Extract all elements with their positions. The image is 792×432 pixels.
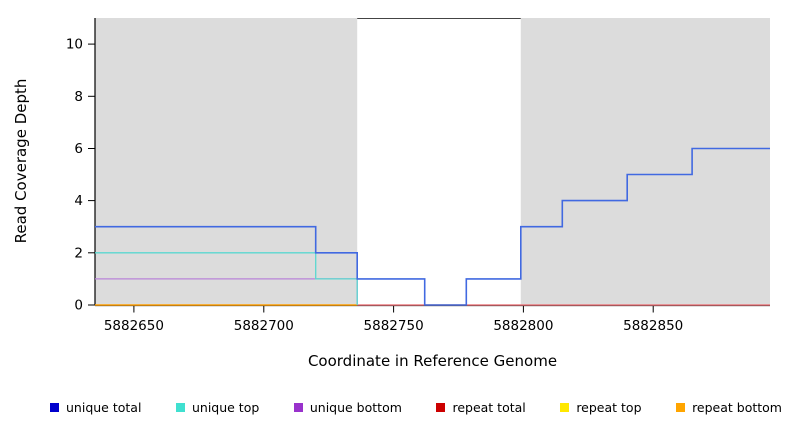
legend-item-unique-bottom: unique bottom	[293, 400, 402, 415]
series-unique-total	[95, 147, 770, 306]
legend-swatch-repeat-total-icon	[436, 403, 446, 412]
masked-region-0	[95, 18, 358, 305]
coverage-series	[95, 147, 770, 306]
legend-label-repeat-total: repeat total	[452, 400, 526, 415]
legend-item-repeat-total: repeat total	[436, 400, 526, 415]
y-tick-label: 8	[74, 89, 83, 105]
legend-item-unique-total: unique total	[50, 400, 141, 415]
x-tick-label: 5882650	[104, 318, 164, 334]
x-tick-label: 5882750	[364, 318, 424, 334]
y-tick-label: 4	[74, 193, 83, 209]
legend-swatch-unique-total-icon	[50, 403, 59, 412]
masked-regions	[95, 18, 770, 305]
x-axis-title: Coordinate in Reference Genome	[307, 352, 558, 370]
legend-label-unique-total: unique total	[66, 400, 142, 415]
x-tick-label: 5882700	[234, 318, 294, 334]
x-tick-label: 5882800	[493, 318, 553, 334]
x-tick-label: 5882850	[623, 318, 683, 334]
legend: unique total unique top unique bottom re…	[50, 400, 782, 415]
legend-swatch-repeat-bottom-icon	[676, 403, 686, 412]
masked-region-1	[520, 18, 770, 305]
legend-label-repeat-top: repeat top	[576, 400, 642, 415]
y-axis-title: Read Coverage Depth	[12, 78, 30, 244]
y-tick-label: 0	[74, 298, 83, 314]
y-tick-label: 10	[66, 37, 83, 53]
y-tick-label: 6	[74, 141, 83, 157]
legend-swatch-unique-bottom-icon	[293, 403, 303, 412]
coverage-plot: 5882650 5882700 5882750 5882800 5882850 …	[66, 18, 770, 334]
legend-label-unique-bottom: unique bottom	[309, 400, 402, 415]
legend-item-repeat-top: repeat top	[560, 400, 642, 415]
axes: 5882650 5882700 5882750 5882800 5882850 …	[66, 18, 770, 334]
y-tick-label: 2	[74, 245, 83, 261]
legend-item-repeat-bottom: repeat bottom	[676, 400, 782, 415]
series-unique-top	[95, 252, 358, 305]
legend-label-repeat-bottom: repeat bottom	[692, 400, 782, 415]
legend-swatch-unique-top-icon	[175, 403, 185, 412]
legend-swatch-repeat-top-icon	[560, 403, 570, 412]
legend-item-unique-top: unique top	[175, 400, 260, 415]
legend-label-unique-top: unique top	[191, 400, 260, 415]
